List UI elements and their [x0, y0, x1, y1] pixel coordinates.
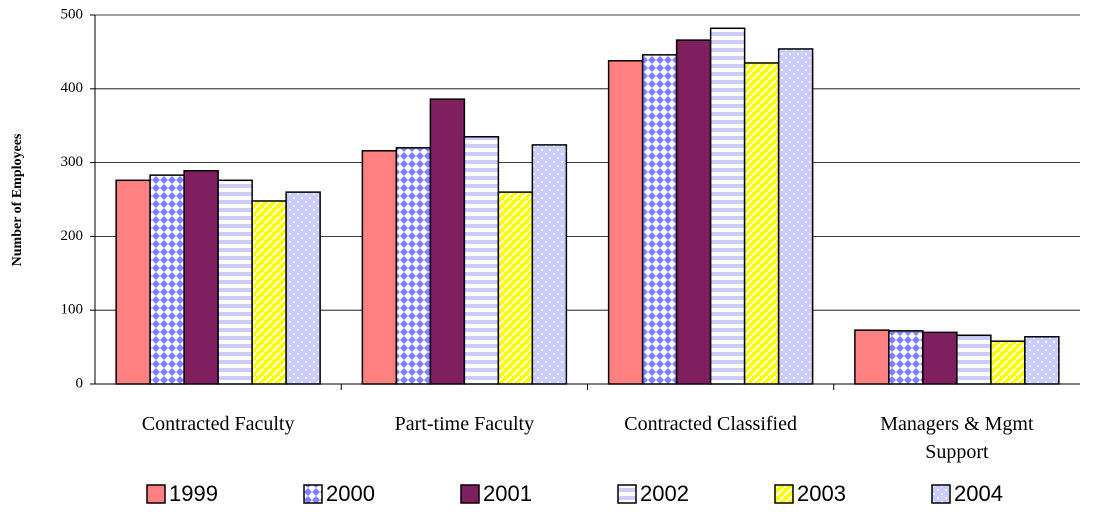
bar	[531, 144, 568, 385]
legend-label: 2003	[797, 481, 846, 506]
bar	[183, 169, 219, 385]
bar	[217, 179, 253, 385]
bar	[990, 340, 1026, 385]
bar	[922, 331, 958, 385]
bar	[361, 150, 398, 385]
legend-swatch	[931, 484, 951, 504]
bar	[888, 330, 924, 385]
bar	[675, 39, 712, 385]
bar	[251, 200, 287, 385]
x-tick-label: Contracted Faculty	[141, 413, 295, 435]
y-tick-label: 200	[61, 228, 84, 244]
legend-swatch	[774, 484, 794, 504]
bar	[395, 147, 432, 385]
legend-swatch	[617, 484, 637, 504]
legend-swatch	[460, 484, 480, 504]
bar	[777, 48, 814, 385]
bar	[956, 334, 992, 385]
bar	[607, 60, 644, 385]
x-tick-label: Part-time Faculty	[394, 413, 535, 435]
x-tick-label: Contracted Classified	[624, 413, 797, 435]
bar	[285, 191, 321, 385]
legend-label: 2001	[483, 481, 532, 506]
legend-label: 2002	[640, 481, 689, 506]
y-tick-label: 300	[61, 154, 84, 170]
legend-swatch	[146, 484, 166, 504]
bar	[115, 179, 151, 385]
y-tick-label: 100	[61, 302, 84, 318]
bar	[854, 329, 890, 385]
legend-swatch	[303, 484, 323, 504]
bar	[743, 62, 780, 385]
legend-label: 1999	[169, 481, 218, 506]
bar	[1024, 336, 1060, 385]
legend-label: 2004	[954, 481, 1003, 506]
y-tick-label: 500	[61, 6, 84, 22]
y-axis-label: Number of Employees	[10, 133, 25, 266]
bar	[429, 98, 466, 385]
bar	[497, 191, 534, 385]
bar	[641, 54, 678, 385]
x-tick-label: Managers & Mgmt Support	[880, 413, 1034, 463]
bar	[463, 136, 500, 385]
legend-label: 2000	[326, 481, 375, 506]
y-tick-label: 0	[76, 375, 84, 391]
bar	[709, 27, 746, 385]
y-tick-label: 400	[61, 80, 84, 96]
bar	[149, 174, 185, 385]
